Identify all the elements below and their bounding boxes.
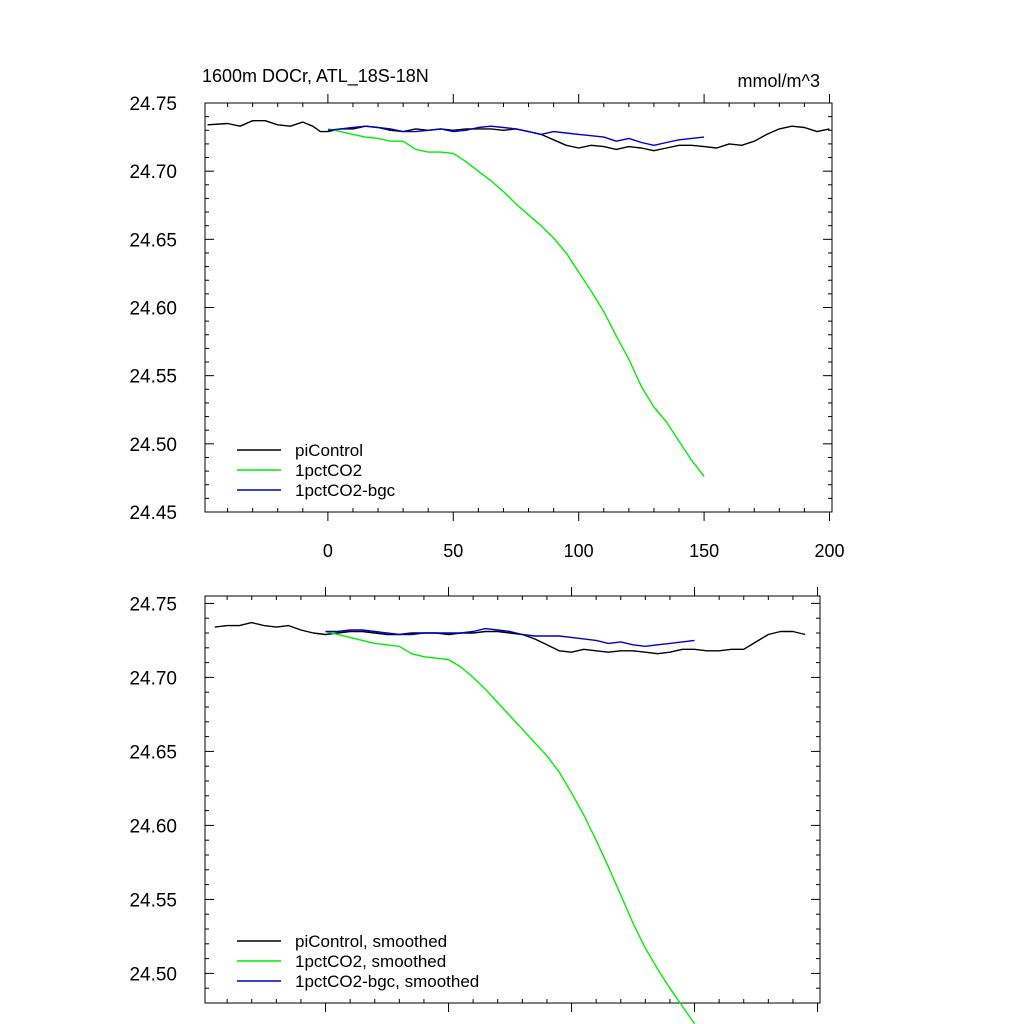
legend-label: piControl, smoothed xyxy=(295,932,447,951)
bottom-panel: 24.50 24.55 24.60 24.65 24.70 24.75 piControl… xyxy=(129,587,821,1024)
series-line-1pctco2 xyxy=(327,128,705,478)
series-line-1pctco2-smoothed xyxy=(325,630,696,1024)
legend-label: piControl xyxy=(295,441,363,460)
x-tick-label: 200 xyxy=(814,541,844,561)
top-panel: 1600m DOCr, ATL_18S-18N mmol/m^3 0 50 100 1… xyxy=(129,66,844,561)
y-tick-label: 24.50 xyxy=(129,435,177,456)
x-tick-label: 0 xyxy=(323,541,333,561)
plot-frame xyxy=(204,595,821,1004)
y-tick-label: 24.75 xyxy=(129,94,177,115)
y-tick-label: 24.55 xyxy=(129,890,177,911)
x-tick-label: 100 xyxy=(564,541,594,561)
y-tick-label: 24.70 xyxy=(129,162,177,183)
x-tick-label: 150 xyxy=(689,541,719,561)
legend-label: 1pctCO2 xyxy=(295,461,362,480)
legend-label: 1pctCO2-bgc xyxy=(295,481,396,500)
y-tick-label: 24.75 xyxy=(129,594,177,615)
y-tick-label: 24.60 xyxy=(129,299,177,320)
y-tick-label: 24.50 xyxy=(129,964,177,985)
y-tick-label: 24.60 xyxy=(129,816,177,837)
y-tick-label: 24.70 xyxy=(129,668,177,689)
legend-label: 1pctCO2, smoothed xyxy=(295,952,446,971)
y-tick-label: 24.55 xyxy=(129,367,177,388)
series-line-1pctco2-bgc-smoothed xyxy=(325,627,695,647)
chart-title: 1600m DOCr, ATL_18S-18N xyxy=(202,66,429,87)
y-tick-label: 24.65 xyxy=(129,230,177,251)
series-line-1pctco2-bgc xyxy=(327,125,705,147)
y-tick-label: 24.45 xyxy=(129,503,177,524)
x-tick-label: 50 xyxy=(443,541,463,561)
legend-label: 1pctCO2-bgc, smoothed xyxy=(295,972,479,991)
series-line-picontrol-smoothed xyxy=(214,621,806,655)
y-tick-label: 24.65 xyxy=(129,742,177,763)
units-label: mmol/m^3 xyxy=(738,71,820,91)
